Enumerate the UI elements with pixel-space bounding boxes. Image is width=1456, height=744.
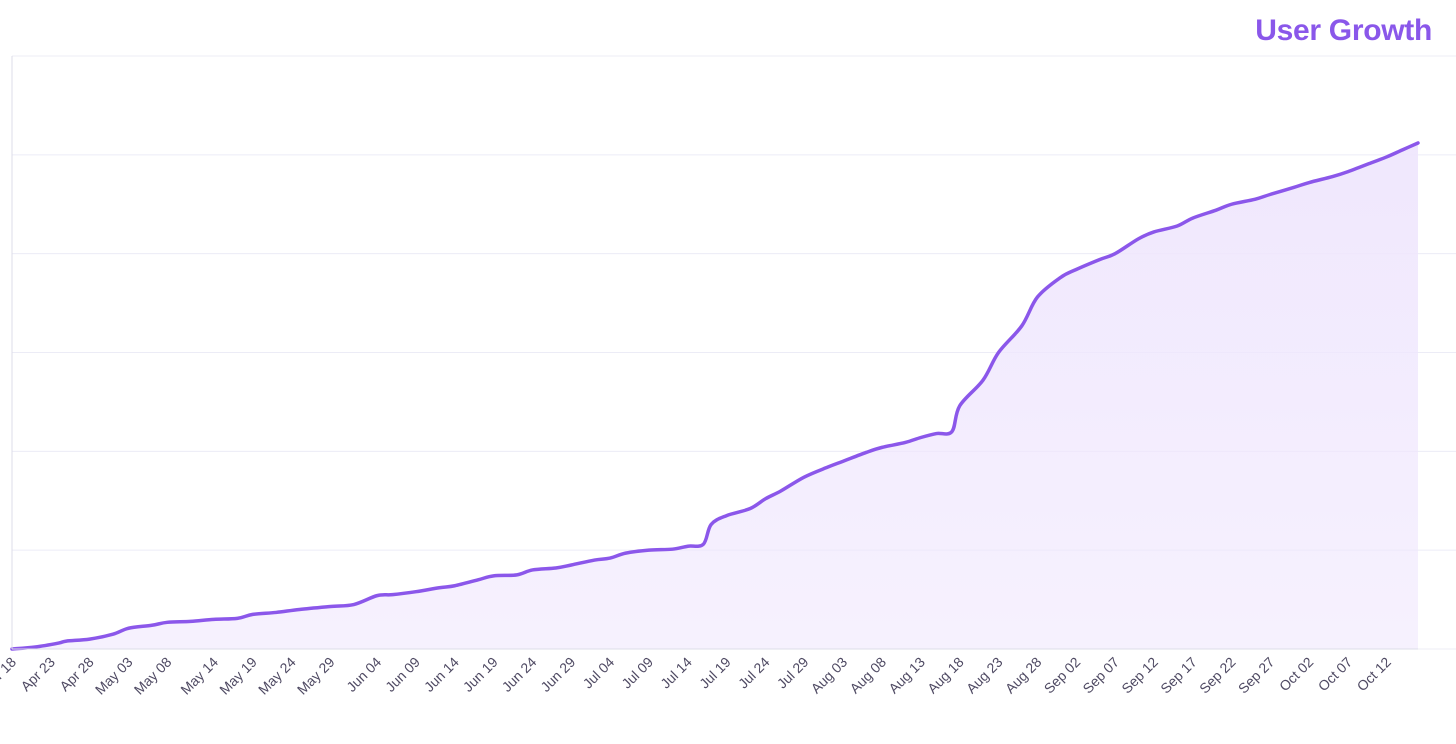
x-tick-label: Aug 03 (808, 654, 851, 697)
x-tick-label: May 08 (131, 654, 175, 698)
x-tick-label: Sep 27 (1235, 654, 1278, 697)
x-tick-label: Jul 19 (696, 654, 734, 692)
x-tick-label: Aug 28 (1002, 654, 1045, 697)
x-tick-label: May 03 (92, 654, 136, 698)
x-tick-label: Sep 02 (1041, 654, 1084, 697)
x-tick-label: Jun 24 (499, 654, 540, 695)
x-tick-label: Jul 09 (618, 654, 656, 692)
series-area (10, 141, 1420, 651)
x-tick-label: May 29 (294, 654, 338, 698)
x-tick-label: Jul 14 (657, 654, 695, 692)
x-tick-label: Aug 08 (846, 654, 889, 697)
axes (11, 56, 1418, 650)
chart-title: User Growth (1255, 14, 1432, 47)
x-tick-label: Jul 04 (580, 654, 618, 692)
x-tick-label: Oct 12 (1354, 654, 1395, 695)
x-tick-label: Aug 13 (885, 654, 928, 697)
x-tick-label: Aug 18 (924, 654, 967, 697)
x-tick-label: May 14 (177, 654, 221, 698)
x-tick-label: Apr 28 (56, 654, 97, 695)
x-tick-label: May 24 (255, 654, 299, 698)
x-tick-label: Jun 14 (421, 654, 462, 695)
x-tick-label: Oct 02 (1276, 654, 1317, 695)
x-tick-label: Sep 22 (1196, 654, 1239, 697)
x-tick-label: Oct 07 (1315, 654, 1356, 695)
x-tick-label: Apr 18 (0, 654, 19, 695)
x-tick-label: Sep 17 (1157, 654, 1200, 697)
x-tick-label: Jul 24 (735, 654, 773, 692)
series-area-fill (12, 142, 1418, 649)
x-tick-label: Jun 04 (343, 654, 384, 695)
x-tick-label: Apr 23 (17, 654, 58, 695)
x-tick-label: Sep 12 (1118, 654, 1161, 697)
x-tick-label: Jul 29 (774, 654, 812, 692)
x-tick-label: May 19 (216, 654, 260, 698)
x-tick-label: Aug 23 (963, 654, 1006, 697)
x-tick-label: Jun 19 (460, 654, 501, 695)
series-line (10, 141, 1420, 651)
x-tick-label: Jun 09 (382, 654, 423, 695)
x-tick-label: Sep 07 (1079, 654, 1122, 697)
x-tick-label: Jun 29 (537, 654, 578, 695)
